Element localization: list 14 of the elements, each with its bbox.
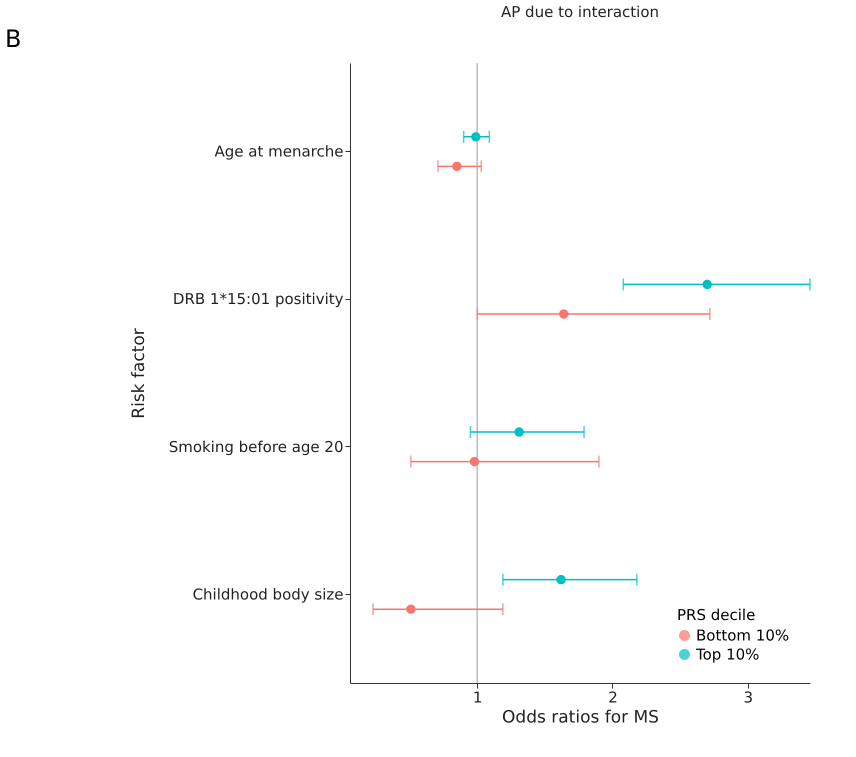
legend-title: PRS decile — [677, 606, 756, 624]
y-tick-label: Smoking before age 20 — [168, 438, 344, 456]
legend-label: Bottom 10% — [696, 626, 790, 644]
y-axis-title: Risk factor — [129, 328, 150, 419]
y-tick-label: Age at menarche — [214, 142, 344, 161]
x-tick-label: 2 — [608, 688, 618, 706]
x-tick-label: 1 — [472, 688, 482, 706]
legend-label: Top 10% — [695, 646, 760, 664]
x-axis-title: Odds ratios for MS — [502, 708, 659, 728]
text: B — [5, 25, 22, 53]
y-tick-label: DRB 1*15:01 positivity — [172, 290, 344, 308]
chart-title: AP due to interaction — [500, 3, 660, 21]
y-tick-label: Childhood body size — [192, 585, 344, 604]
x-tick-label: 3 — [743, 688, 754, 706]
